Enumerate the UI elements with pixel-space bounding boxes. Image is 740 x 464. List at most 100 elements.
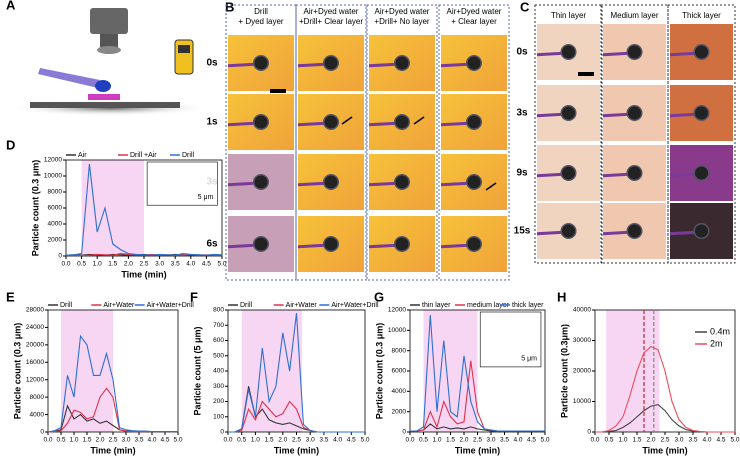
- y-tick-label: 100: [213, 413, 224, 420]
- tip: [252, 173, 270, 191]
- row-label: 15s: [514, 226, 531, 237]
- x-tick-label: 0.5: [56, 437, 65, 444]
- shaded-region: [606, 310, 660, 432]
- series-line: [595, 345, 735, 433]
- y-axis-label: Particle count (0.3μm): [559, 324, 569, 418]
- tip: [252, 54, 270, 72]
- legend-label: 0.4m: [710, 326, 730, 336]
- y-tick-label: 10000: [573, 398, 591, 405]
- column-header: Air+Dyed water: [304, 7, 359, 16]
- x-tick-label: 4.0: [702, 437, 711, 444]
- tip: [626, 104, 643, 122]
- x-tick-label: 3.5: [688, 437, 697, 444]
- row-label: 6s: [206, 239, 218, 250]
- x-tick-label: 2.5: [473, 437, 482, 444]
- y-tick-label: 10000: [44, 173, 62, 180]
- legend-label: medium layer: [467, 302, 510, 309]
- legend-label: Air+Water: [286, 302, 318, 309]
- tip: [252, 235, 270, 253]
- column-frame: [667, 4, 736, 264]
- y-axis-label: Particle count (0.3 μm): [374, 323, 384, 420]
- probe: [368, 181, 399, 187]
- column-header: + Clear layer: [451, 17, 497, 26]
- x-tick-label: 0.0: [61, 261, 70, 268]
- tip: [322, 54, 340, 72]
- y-tick-label: 8000: [48, 189, 63, 196]
- x-tick-label: 3.5: [319, 437, 328, 444]
- y-tick-label: 0: [220, 429, 224, 436]
- y-tick-label: 300: [213, 383, 224, 390]
- x-tick-label: 4.5: [527, 437, 536, 444]
- tip: [626, 222, 643, 240]
- x-tick-label: 0.5: [77, 261, 86, 268]
- legend-label: Air+Water+Drill: [147, 302, 195, 309]
- x-tick-label: 2.0: [124, 261, 133, 268]
- panel-label: B: [225, 0, 234, 14]
- probe: [297, 62, 328, 68]
- panel-label: D: [6, 137, 15, 152]
- y-tick-label: 0: [40, 429, 44, 436]
- x-tick-label: 3.0: [486, 437, 495, 444]
- tip: [693, 43, 710, 61]
- tip: [560, 104, 577, 122]
- y-tick-label: 4000: [30, 411, 45, 418]
- series-line: [410, 315, 545, 432]
- x-tick-label: 1.0: [618, 437, 627, 444]
- x-tick-label: 5.0: [173, 437, 182, 444]
- column-header: + Dyed layer: [238, 17, 283, 26]
- y-tick-label: 400: [213, 368, 224, 375]
- y-tick-label: 16000: [26, 359, 44, 366]
- panel-a-illustration: [10, 8, 210, 116]
- x-tick-label: 5.0: [217, 261, 226, 268]
- tip: [560, 43, 577, 61]
- tip: [393, 113, 411, 131]
- x-tick-label: 3.5: [134, 437, 143, 444]
- y-axis-label: Particle count (5 μm): [192, 326, 202, 415]
- y-tick-label: 0: [58, 253, 62, 260]
- x-tick-label: 1.5: [632, 437, 641, 444]
- x-tick-label: 1.5: [108, 261, 117, 268]
- x-tick-label: 5.0: [540, 437, 549, 444]
- inset-frame: [146, 161, 218, 206]
- tip: [393, 235, 411, 253]
- probe: [440, 62, 471, 68]
- column-frame: [438, 4, 510, 281]
- tip: [465, 173, 483, 191]
- x-tick-label: 3.0: [121, 437, 130, 444]
- y-axis-label: Particle count (0.3 μm): [12, 323, 22, 420]
- tip: [465, 113, 483, 131]
- tip: [560, 222, 577, 240]
- row-label: 9s: [516, 168, 528, 179]
- row-label: 0s: [206, 58, 218, 69]
- tip: [393, 173, 411, 191]
- x-axis-label: Time (min): [90, 445, 135, 455]
- inset-frame: [479, 311, 542, 368]
- y-tick-label: 0: [402, 429, 406, 436]
- x-tick-label: 1.0: [69, 437, 78, 444]
- probe: [440, 121, 471, 127]
- probe: [440, 243, 471, 249]
- probe: [227, 181, 258, 187]
- panel-label: F: [190, 289, 198, 304]
- tip: [693, 104, 710, 122]
- legend-label: Drill: [60, 302, 72, 309]
- series-line: [228, 313, 365, 433]
- y-tick-label: 24000: [26, 324, 44, 331]
- y-tick-label: 0: [587, 429, 591, 436]
- y-axis-label: Particle count (0.3 μm): [30, 160, 40, 257]
- tip: [252, 113, 270, 131]
- panel-label: H: [557, 289, 566, 304]
- row-label: 3s: [516, 108, 528, 119]
- column-header: Air+Dyed water: [447, 7, 502, 16]
- x-tick-label: 1.5: [82, 437, 91, 444]
- y-tick-label: 20000: [573, 368, 591, 375]
- column-frame: [225, 4, 297, 281]
- y-tick-label: 700: [213, 322, 224, 329]
- y-tick-label: 28000: [26, 307, 44, 314]
- legend-label: Drill: [240, 302, 252, 309]
- y-tick-label: 200: [213, 398, 224, 405]
- x-tick-label: 4.5: [160, 437, 169, 444]
- legend-label: thick layer: [512, 302, 544, 309]
- x-tick-label: 5.0: [360, 437, 369, 444]
- y-tick-label: 500: [213, 352, 224, 359]
